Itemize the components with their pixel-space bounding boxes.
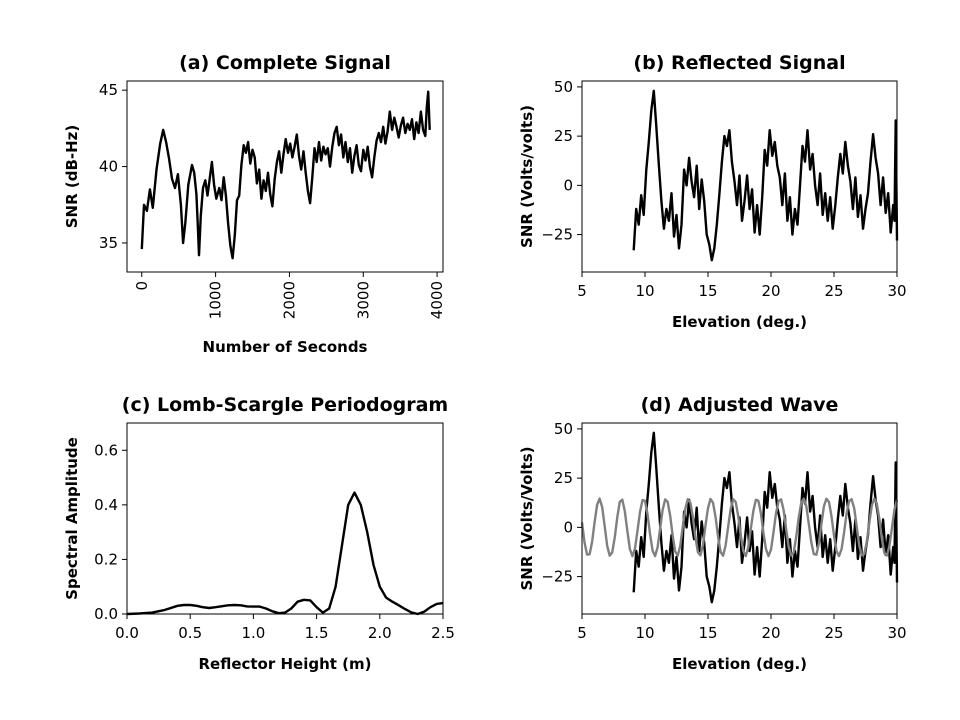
- x-tick-label: 10: [635, 624, 654, 642]
- axes-frame: [581, 422, 898, 615]
- subplot-3: 0.0 0.5 1.0 1.5 2.0 2.5 0.0 0.2 0.4 0.6 (c) Lomb-S…: [63, 394, 455, 673]
- axes-frame: [126, 80, 444, 273]
- series-line-1: [632, 89, 899, 262]
- y-axis-label: Spectral Amplitude: [63, 437, 81, 600]
- subplot-1: 0 1000 2000 3000 4000 35 40 45 (a) Complete Sign…: [63, 52, 446, 356]
- x-tick-label: 0: [133, 281, 151, 291]
- y-tick-label: 40: [99, 158, 118, 176]
- x-tick-label: 5: [577, 624, 587, 642]
- y-axis-label: SNR (Volts/Volts): [518, 447, 536, 591]
- series-line-1: [126, 491, 444, 616]
- subplot-4: 5 10 15 20 25 30 −25 0 25 50 (d) Adjusted Wave Elev…: [518, 394, 907, 673]
- series-line-1: [632, 431, 899, 604]
- y-tick-label: 45: [99, 81, 118, 99]
- axes-frame: [126, 422, 444, 615]
- y-tick-label: 0.0: [94, 605, 118, 623]
- series-line-2: [580, 497, 899, 558]
- x-axis-label: Elevation (deg.): [672, 655, 807, 673]
- y-tick-label: −25: [541, 226, 573, 244]
- x-tick-label: 25: [824, 624, 843, 642]
- subplot-title: (c) Lomb-Scargle Periodogram: [122, 394, 448, 416]
- y-axis-label: SNR (Volts/volts): [518, 105, 536, 248]
- y-tick-label: 50: [554, 420, 573, 438]
- x-tick-label: 4000: [428, 281, 446, 319]
- x-tick-label: 25: [824, 282, 843, 300]
- axes-frame: [581, 80, 898, 273]
- x-tick-label: 30: [887, 624, 906, 642]
- subplot-title: (b) Reflected Signal: [633, 52, 845, 74]
- x-tick-label: 30: [887, 282, 906, 300]
- y-tick-label: 0.2: [94, 550, 118, 568]
- series-line-1: [140, 90, 431, 260]
- x-tick-label: 15: [698, 282, 717, 300]
- x-tick-label: 1000: [207, 281, 225, 319]
- x-axis-label: Elevation (deg.): [672, 313, 807, 331]
- x-tick-label: 5: [577, 282, 587, 300]
- y-tick-label: 0: [563, 518, 573, 536]
- x-tick-label: 15: [698, 624, 717, 642]
- x-axis-label: Reflector Height (m): [198, 655, 371, 673]
- y-tick-label: 25: [554, 469, 573, 487]
- x-tick-label: 20: [761, 282, 780, 300]
- x-tick-label: 20: [761, 624, 780, 642]
- x-tick-label: 1.5: [305, 624, 329, 642]
- x-axis-label: Number of Seconds: [203, 338, 368, 356]
- y-tick-label: 25: [554, 127, 573, 145]
- y-tick-label: 0.6: [94, 441, 118, 459]
- x-tick-label: 2000: [280, 281, 298, 319]
- y-tick-label: 50: [554, 78, 573, 96]
- y-tick-label: 0: [563, 176, 573, 194]
- x-tick-label: 2.5: [431, 624, 455, 642]
- subplot-title: (d) Adjusted Wave: [641, 394, 839, 416]
- y-axis-label: SNR (dB-Hz): [63, 125, 81, 229]
- x-tick-label: 1.0: [241, 624, 265, 642]
- x-tick-label: 2.0: [368, 624, 392, 642]
- x-tick-label: 0.5: [178, 624, 202, 642]
- y-tick-label: 35: [99, 234, 118, 252]
- x-tick-label: 0.0: [115, 624, 139, 642]
- y-tick-label: 0.4: [94, 496, 118, 514]
- subplot-title: (a) Complete Signal: [179, 52, 391, 74]
- x-tick-label: 3000: [354, 281, 372, 319]
- x-tick-label: 10: [635, 282, 654, 300]
- y-tick-label: −25: [541, 568, 573, 586]
- subplot-2: 5 10 15 20 25 30 −25 0 25 50 (b) Reflected Signal E…: [518, 52, 907, 331]
